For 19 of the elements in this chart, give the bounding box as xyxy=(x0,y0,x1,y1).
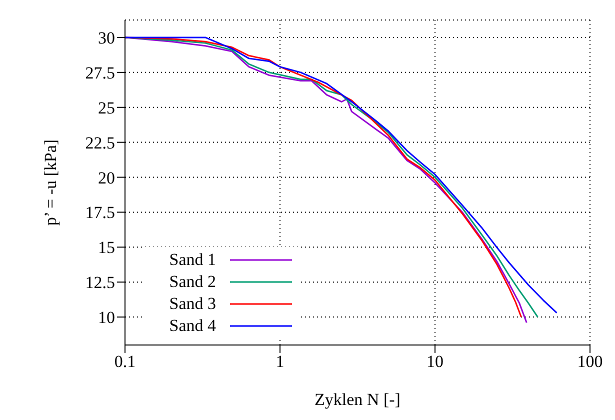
x-tick-label: 0.1 xyxy=(114,352,136,372)
legend-label: Sand 3 xyxy=(168,293,216,315)
legend-label: Sand 4 xyxy=(168,315,216,337)
y-tick-label: 15 xyxy=(98,238,115,258)
y-tick-label: 25 xyxy=(98,98,115,118)
x-tick-label: 1 xyxy=(276,352,284,372)
y-tick-label: 10 xyxy=(98,308,115,328)
y-tick-label: 30 xyxy=(98,28,115,48)
y-axis-title: p’ = -u [kPa] xyxy=(41,139,60,226)
x-tick-label: 100 xyxy=(577,352,603,372)
x-tick-label: 10 xyxy=(426,352,444,372)
x-axis-title: Zyklen N [-] xyxy=(314,390,400,409)
y-tick-label: 20 xyxy=(98,168,115,188)
y-tick-label: 12.5 xyxy=(85,273,115,292)
y-tick-label: 27.5 xyxy=(85,63,115,82)
legend-label: Sand 1 xyxy=(168,249,216,271)
legend-label: Sand 2 xyxy=(168,271,216,293)
y-tick-label: 17.5 xyxy=(85,203,115,222)
y-tick-label: 22.5 xyxy=(85,133,115,152)
